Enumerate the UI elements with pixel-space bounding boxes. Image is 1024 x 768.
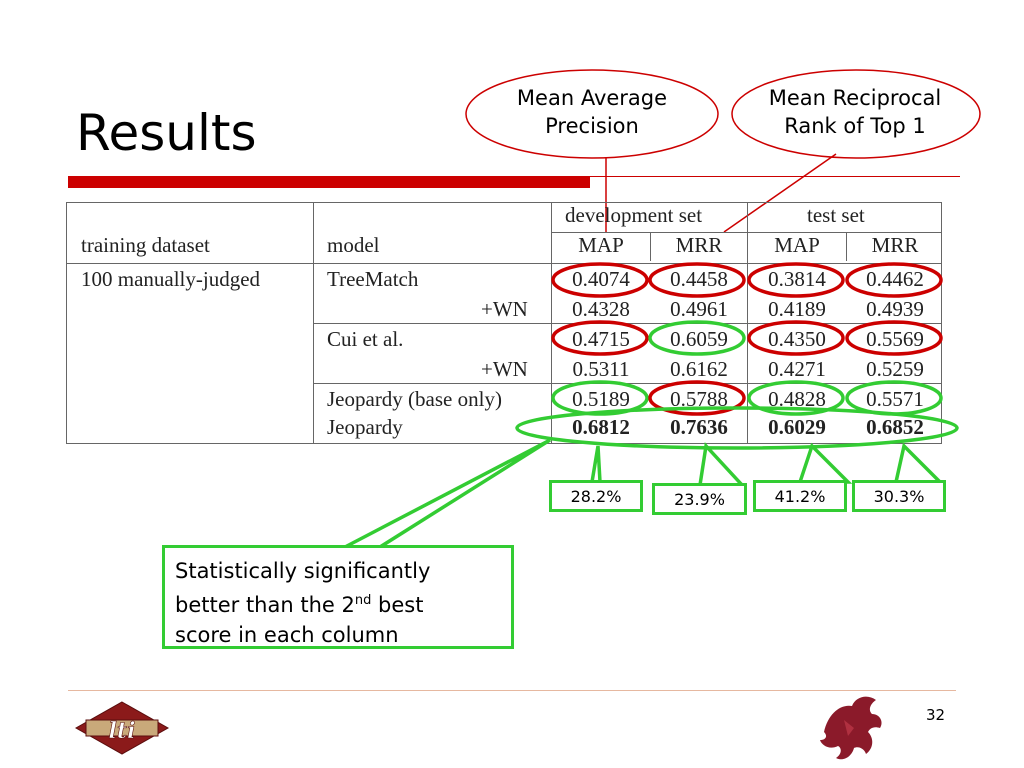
header-dev-map: MAP: [578, 233, 624, 257]
table-cell: 0.5571: [866, 387, 924, 411]
table-group-rule: [551, 232, 941, 233]
note-line-1: Statistically significantly: [175, 559, 431, 583]
header-dev-mrr: MRR: [675, 233, 723, 257]
table-cell: 0.5311: [572, 357, 630, 381]
header-model: model: [327, 233, 380, 257]
table-cell: 0.6059: [670, 327, 728, 351]
table-row-model: TreeMatch: [327, 267, 419, 291]
table-cell: 0.4189: [768, 297, 826, 321]
note-line-3: score in each column: [175, 623, 399, 647]
note-line-2a: better than the 2: [175, 593, 355, 617]
table-cell: 0.6029: [768, 415, 826, 439]
table-cell: 0.4939: [866, 297, 924, 321]
best-marker: [551, 320, 649, 356]
table-row-model: Jeopardy (base only): [327, 387, 502, 411]
header-test-map: MAP: [774, 233, 820, 257]
table-cell: 0.4961: [670, 297, 728, 321]
note-line-2b: best: [371, 593, 424, 617]
table-row-model: +WN: [481, 357, 528, 381]
best-marker: [551, 262, 649, 298]
title-underline-rule: [590, 176, 960, 177]
header-test-mrr: MRR: [871, 233, 919, 257]
table-cell: 0.7636: [670, 415, 728, 439]
table-row-model: +WN: [481, 297, 528, 321]
significance-note: Statistically significantly better than …: [162, 545, 514, 649]
title-underline-bar: [68, 176, 590, 188]
table-cell: 0.4271: [768, 357, 826, 381]
best-marker: [845, 262, 943, 298]
mrr-callout-pointer: [723, 153, 837, 233]
pct-pointer: [798, 442, 853, 484]
group-header-dev: development set: [565, 203, 703, 227]
mrr-callout-ellipse: [731, 69, 981, 159]
slide-title: Results: [76, 104, 257, 162]
map-callout-text: Mean Average Precision: [516, 86, 668, 138]
table-cell: 0.6852: [866, 415, 924, 439]
table-divider-test-sub: [846, 233, 847, 261]
best-marker: [747, 320, 845, 356]
table-cell: 0.4074: [572, 267, 630, 291]
griffin-icon: [820, 696, 882, 760]
improvement-badge: 30.3%: [852, 480, 946, 512]
table-cell: 0.4458: [670, 267, 728, 291]
table-header-rule: [67, 263, 941, 264]
header-training-dataset: training dataset: [81, 233, 210, 257]
improvement-badge: 23.9%: [652, 483, 747, 515]
table-cell: 0.5189: [572, 387, 630, 411]
table-row-model: Cui et al.: [327, 327, 404, 351]
footer-rule: [68, 690, 956, 691]
group-header-test: test set: [807, 203, 865, 227]
pct-pointer: [562, 445, 602, 484]
table-cell: 0.3814: [768, 267, 826, 291]
table-row-model: Jeopardy: [327, 415, 403, 439]
svg-text:lti: lti: [109, 718, 136, 744]
best-marker: [648, 380, 746, 416]
jeopardy-row-marker: [515, 406, 959, 450]
table-cell: 0.4462: [866, 267, 924, 291]
table-cell: 0.4715: [572, 327, 630, 351]
table-cell: 0.6812: [572, 415, 630, 439]
table-cell: 0.4350: [768, 327, 826, 351]
table-divider-dev-sub: [650, 233, 651, 261]
pct-pointer: [894, 442, 945, 484]
note-pointer: [344, 438, 551, 549]
second-best-marker: [747, 380, 845, 416]
second-best-marker: [845, 380, 943, 416]
lti-logo: lti: [74, 701, 170, 755]
table-cell: 0.5259: [866, 357, 924, 381]
note-superscript: nd: [354, 593, 372, 608]
pct-pointer: [698, 442, 746, 487]
improvement-badge: 41.2%: [753, 480, 847, 512]
best-marker: [648, 262, 746, 298]
dataset-label: 100 manually-judged: [81, 267, 261, 291]
improvement-badge: 28.2%: [549, 480, 643, 512]
second-best-marker: [648, 320, 746, 356]
page-number: 32: [926, 706, 946, 724]
table-cell: 0.6162: [670, 357, 728, 381]
table-cell: 0.4328: [572, 297, 630, 321]
map-callout-ellipse: [465, 69, 719, 159]
best-marker: [747, 262, 845, 298]
mrr-callout-text: Mean Reciprocal Rank of Top 1: [768, 86, 942, 138]
best-marker: [845, 320, 943, 356]
table-cell: 0.5569: [866, 327, 924, 351]
